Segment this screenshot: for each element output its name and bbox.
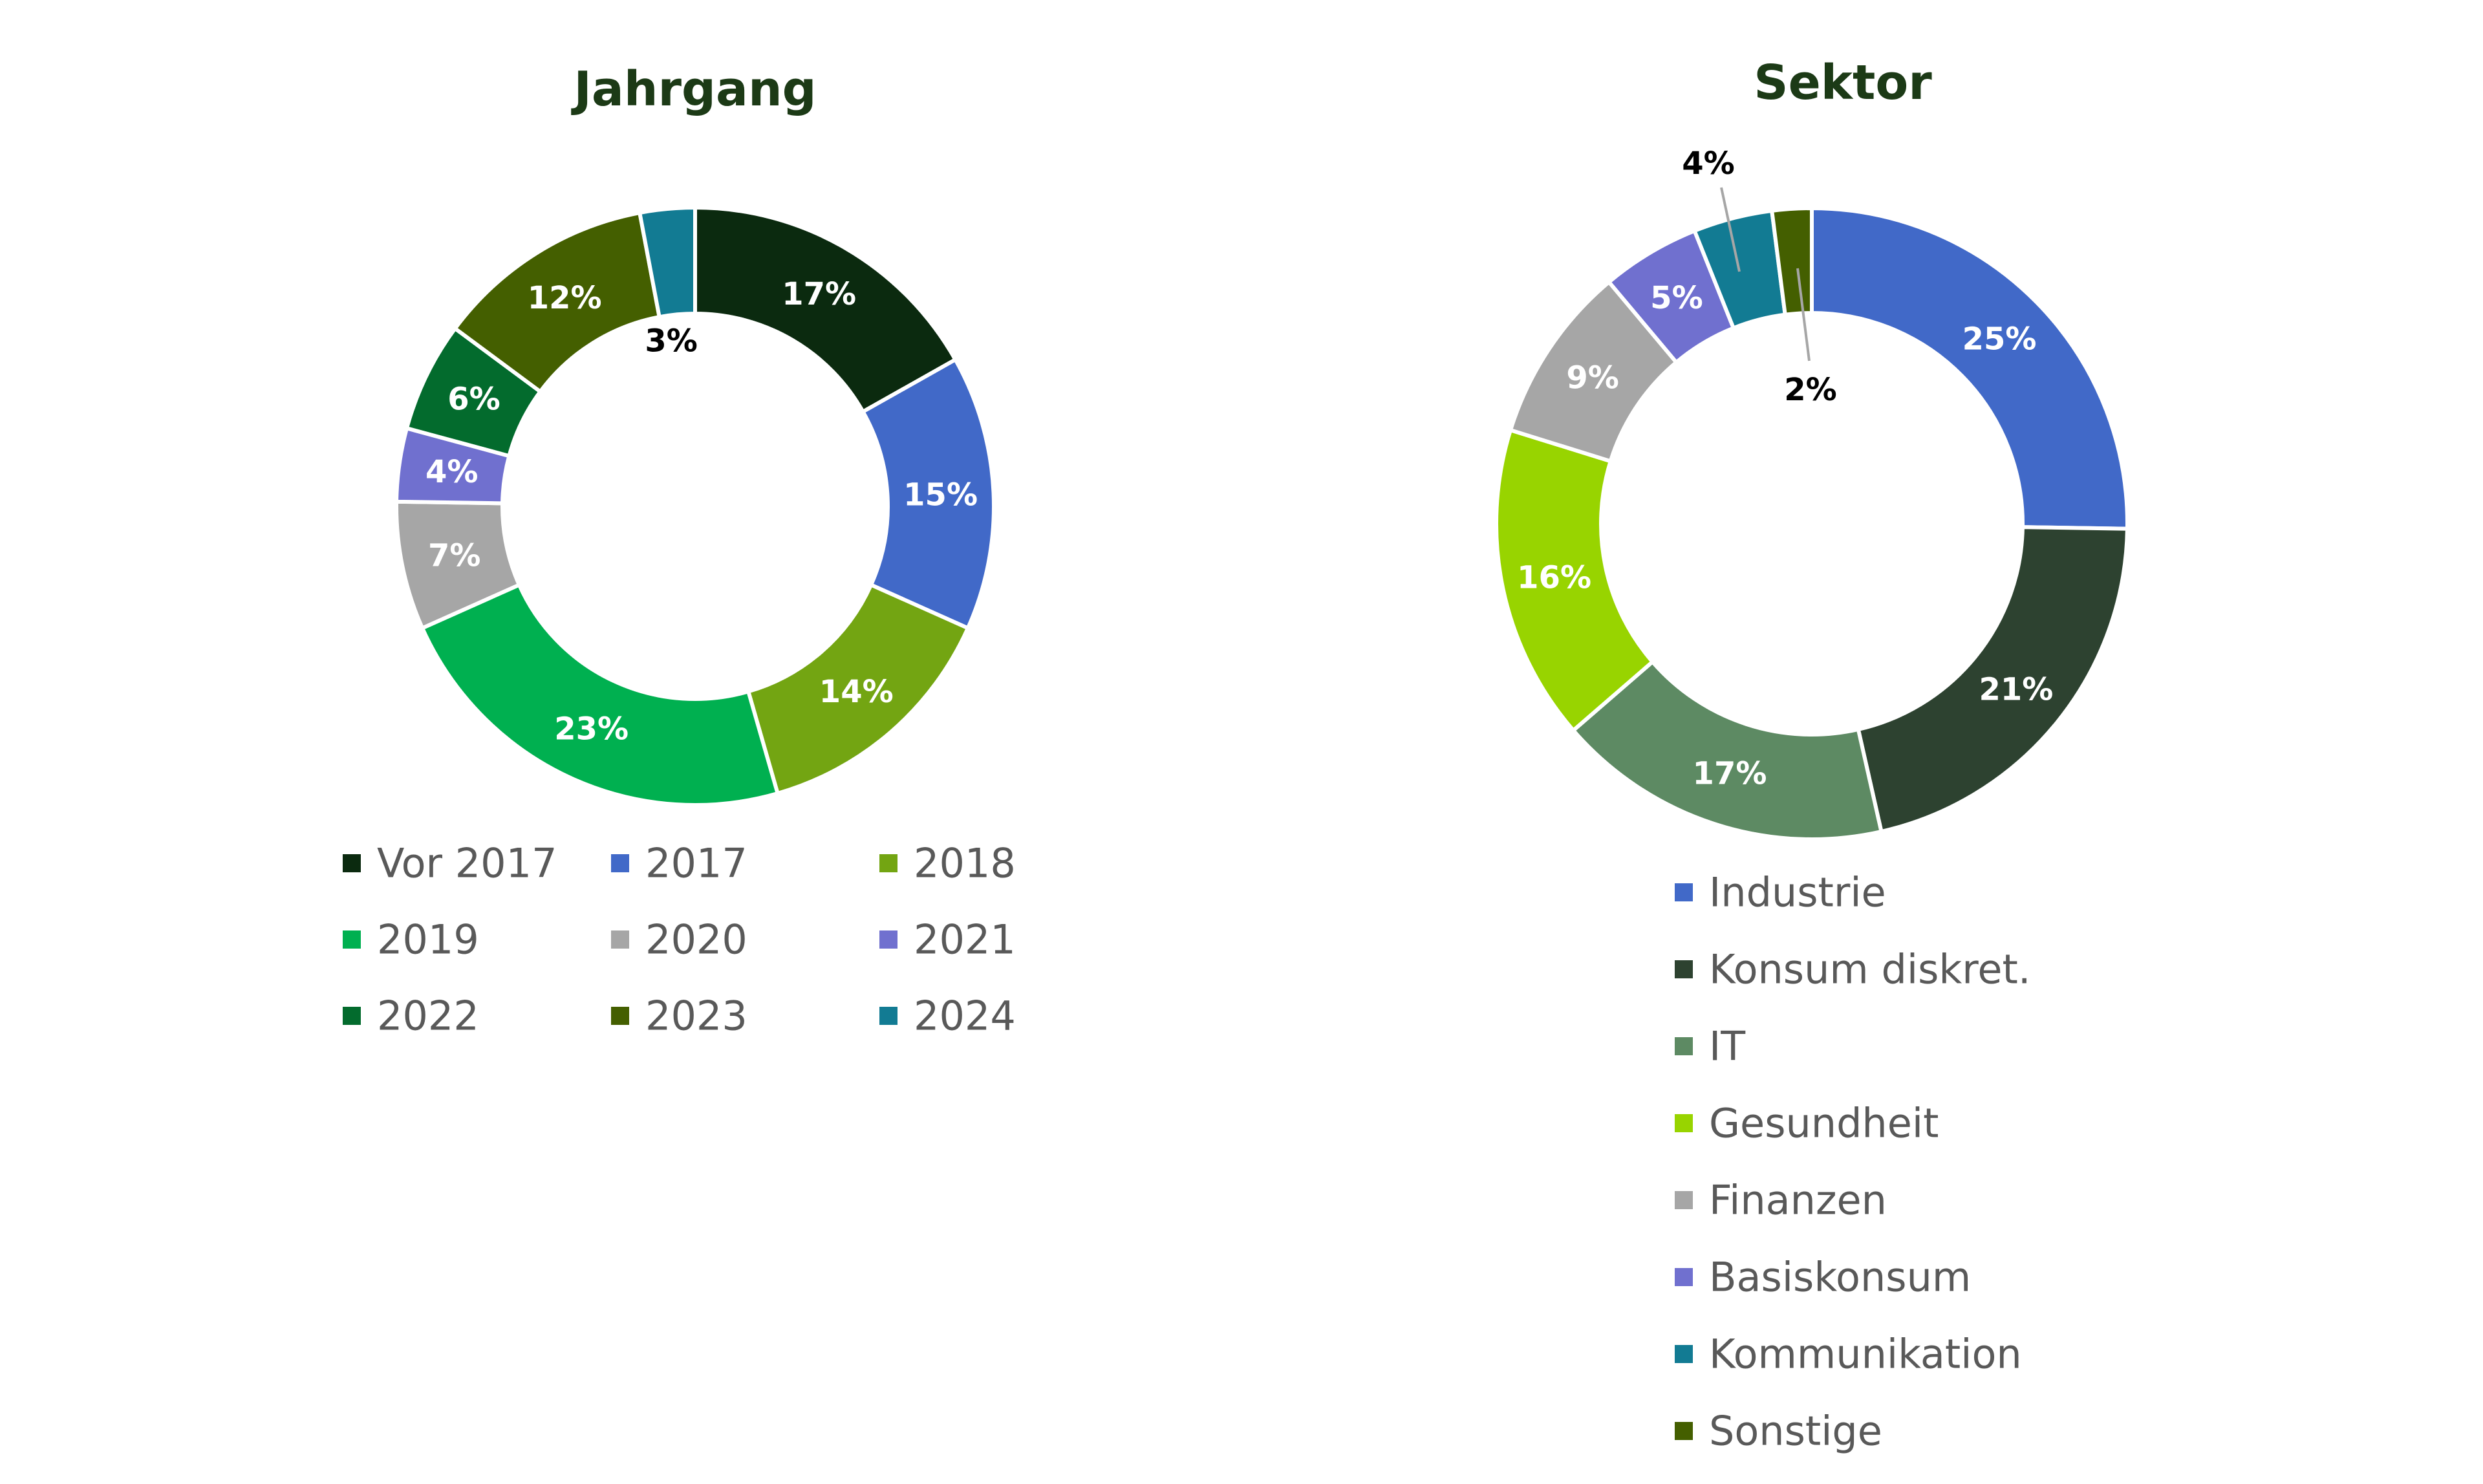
legend-label-vor-2017: Vor 2017 [377, 840, 557, 887]
legend-label-2018: 2018 [914, 840, 1016, 887]
slice-label-sektor-kommunikation: 4% [1682, 145, 1735, 182]
slice-label-jahrgang-2022: 6% [447, 381, 500, 417]
slice-jahrgang-2017 [860, 357, 996, 631]
slice-label-jahrgang-vor-2017: 17% [782, 276, 856, 312]
legend-label-it: IT [1709, 1023, 1746, 1070]
legend-label-sonstige: Sonstige [1709, 1408, 1882, 1455]
legend-label-kommunikation: Kommunikation [1709, 1331, 2022, 1378]
legend-swatch-2023 [611, 1007, 629, 1025]
slice-label-jahrgang-2021: 4% [425, 454, 478, 490]
slice-label-sektor-industrie: 25% [1962, 321, 2037, 357]
legend-swatch-sonstige [1675, 1422, 1693, 1440]
slice-label-jahrgang-2018: 14% [819, 674, 894, 710]
slice-label-jahrgang-2019: 23% [554, 711, 629, 747]
slice-sektor-sonstige [1769, 206, 1814, 317]
slice-jahrgang-vor-2017 [693, 205, 958, 414]
donut-sektor: 25% 21% 17% 16% 9% 5% 4% 2% [1494, 145, 2129, 841]
legend-label-2021: 2021 [914, 916, 1016, 963]
legend-label-konsum-diskret: Konsum diskret. [1709, 946, 2031, 993]
slice-label-jahrgang-2024: 3% [645, 323, 698, 360]
legend-swatch-2022 [343, 1007, 361, 1025]
legend-label-2017: 2017 [645, 840, 747, 887]
legend-label-basiskonsum: Basiskonsum [1709, 1254, 1971, 1301]
slice-label-sektor-gesundheit: 16% [1517, 559, 1591, 596]
slice-label-jahrgang-2023: 12% [528, 280, 602, 316]
leader-line-sonstige [1796, 268, 1811, 361]
legend-swatch-basiskonsum [1675, 1268, 1693, 1286]
slice-label-sektor-finanzen: 9% [1566, 360, 1619, 396]
legend-swatch-konsum-diskret [1675, 960, 1693, 978]
legend-swatch-vor-2017 [343, 854, 361, 872]
leader-line-kommunikation [1720, 187, 1741, 272]
slice-label-jahrgang-2020: 7% [428, 537, 481, 574]
legend-swatch-finanzen [1675, 1191, 1693, 1209]
slice-jahrgang-2019 [420, 582, 780, 807]
legend-label-2022: 2022 [377, 993, 479, 1040]
legend-label-2019: 2019 [377, 916, 479, 963]
slice-jahrgang-2024 [637, 205, 697, 319]
chart-title-sektor: Sektor [1754, 55, 1932, 111]
legend-swatch-kommunikation [1675, 1345, 1693, 1363]
slice-sektor-konsum-diskret [1856, 525, 2129, 834]
legend-swatch-industrie [1675, 883, 1693, 901]
slice-label-sektor-konsum-diskret: 21% [1979, 672, 2053, 708]
slice-label-sektor-basiskonsum: 5% [1650, 280, 1703, 316]
slice-label-jahrgang-2017: 15% [903, 477, 978, 513]
legend-swatch-it [1675, 1037, 1693, 1055]
slice-sektor-industrie [1810, 206, 2129, 531]
legend-label-2024: 2024 [914, 993, 1016, 1040]
legend-swatch-2024 [879, 1007, 898, 1025]
legend-sektor: Industrie Konsum diskret. IT Gesundheit Fina… [1675, 869, 2031, 1455]
legend-label-industrie: Industrie [1709, 869, 1886, 916]
chart-title-jahrgang: Jahrgang [570, 61, 816, 117]
legend-label-2020: 2020 [645, 916, 747, 963]
legend-swatch-2018 [879, 854, 898, 872]
legend-label-2023: 2023 [645, 993, 747, 1040]
donut-jahrgang: 17% 15% 14% 23% 7% 4% 6% 12% 3% [394, 205, 996, 807]
legend-jahrgang: Vor 2017 2017 2018 2019 2020 2021 2022 2023 2024 [343, 840, 1016, 1040]
slice-label-sektor-it: 17% [1693, 756, 1767, 792]
legend-swatch-2019 [343, 930, 361, 949]
legend-swatch-2017 [611, 854, 629, 872]
legend-label-finanzen: Finanzen [1709, 1177, 1887, 1224]
slice-sektor-it [1570, 659, 1884, 841]
legend-label-gesundheit: Gesundheit [1709, 1100, 1939, 1147]
slice-label-sektor-sonstige: 2% [1784, 372, 1837, 408]
legend-swatch-gesundheit [1675, 1114, 1693, 1132]
legend-swatch-2020 [611, 930, 629, 949]
legend-swatch-2021 [879, 930, 898, 949]
